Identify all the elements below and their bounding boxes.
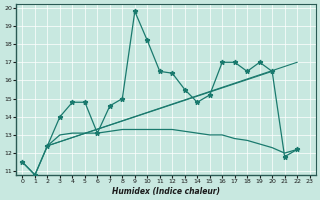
X-axis label: Humidex (Indice chaleur): Humidex (Indice chaleur) [112,187,220,196]
